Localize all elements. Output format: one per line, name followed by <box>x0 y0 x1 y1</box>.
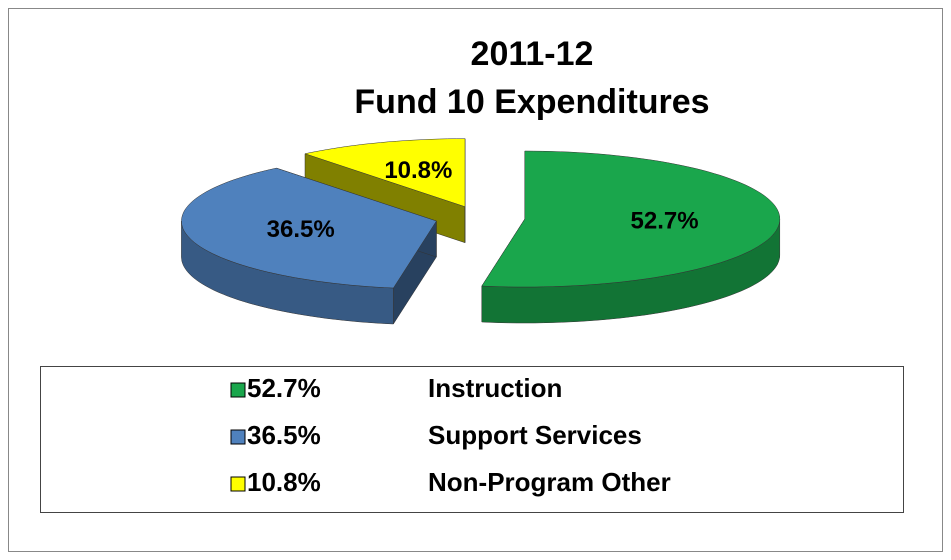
slice <box>481 150 781 288</box>
pie: 52.7% 36.5% 10.8% <box>181 138 781 325</box>
slice <box>304 138 466 208</box>
legend <box>40 366 904 513</box>
legend-swatch <box>230 382 246 398</box>
legend-value: 10.8% <box>247 467 321 497</box>
data-label: 10.8% <box>384 157 452 184</box>
legend-value: 36.5% <box>247 420 321 450</box>
legend-entries: 52.7% Instruction 36.5% Support Services 10.… <box>230 373 671 497</box>
slice <box>181 167 437 289</box>
chart-title: 2011-12 <box>471 35 594 73</box>
legend-value: 52.7% <box>247 373 321 403</box>
chart-title: Fund 10 Expenditures <box>354 83 709 121</box>
legend-swatch <box>230 476 246 492</box>
legend-label: Instruction <box>428 373 562 403</box>
legend-label: Support Services <box>428 420 642 450</box>
data-label: 36.5% <box>267 216 335 243</box>
legend-label: Non-Program Other <box>428 467 671 497</box>
data-label: 52.7% <box>631 208 699 235</box>
legend-swatch <box>230 429 246 445</box>
